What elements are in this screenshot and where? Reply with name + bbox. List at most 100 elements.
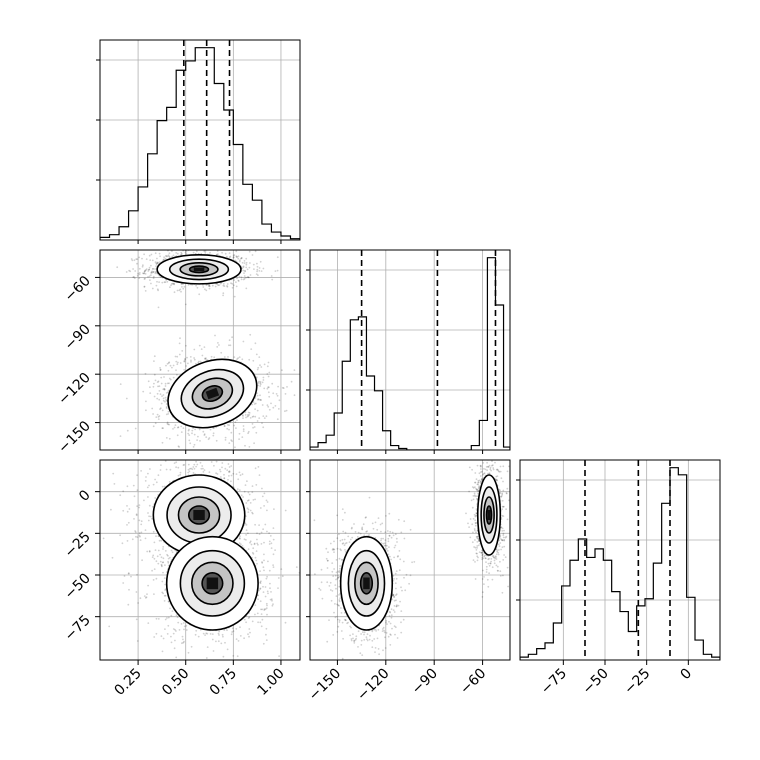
- scatter-point: [245, 257, 248, 260]
- scatter-point: [160, 564, 163, 567]
- scatter-point: [242, 278, 245, 281]
- scatter-point: [157, 618, 160, 620]
- scatter-point: [119, 494, 122, 497]
- scatter-point: [270, 547, 273, 549]
- scatter-point: [147, 472, 149, 475]
- scatter-point: [182, 641, 185, 644]
- scatter-point: [195, 284, 198, 287]
- scatter-point: [241, 473, 244, 476]
- scatter-point: [254, 342, 257, 345]
- scatter-point: [276, 256, 279, 259]
- scatter-point: [204, 288, 206, 291]
- scatter-point: [151, 517, 153, 520]
- scatter-point: [147, 512, 149, 514]
- scatter-point: [157, 289, 160, 292]
- pair-p0-p1-ytick-label: −120: [55, 370, 94, 409]
- scatter-point: [259, 385, 262, 387]
- scatter-point: [250, 348, 253, 350]
- pair-p0-p2-ytick-label: −50: [62, 571, 94, 603]
- scatter-point: [254, 604, 257, 606]
- scatter-point: [332, 634, 335, 636]
- scatter-point: [228, 471, 231, 473]
- scatter-point: [257, 669, 259, 671]
- scatter-point: [218, 634, 220, 636]
- scatter-point: [223, 356, 226, 358]
- scatter-point: [167, 423, 170, 426]
- scatter-point: [233, 356, 236, 358]
- scatter-point: [193, 348, 196, 351]
- scatter-point: [221, 466, 223, 469]
- scatter-point: [244, 411, 247, 414]
- scatter-point: [143, 285, 146, 288]
- scatter-point: [138, 256, 141, 259]
- scatter-point: [156, 288, 159, 291]
- scatter-point: [262, 528, 264, 531]
- scatter-point: [173, 647, 176, 650]
- scatter-point: [271, 278, 274, 281]
- scatter-point: [227, 356, 229, 358]
- scatter-point: [207, 285, 210, 287]
- scatter-point: [192, 446, 195, 448]
- scatter-point: [181, 286, 183, 288]
- scatter-point: [148, 484, 150, 487]
- scatter-point: [175, 461, 178, 464]
- scatter-point: [270, 402, 272, 405]
- scatter-point: [183, 628, 185, 631]
- scatter-point: [227, 471, 230, 473]
- scatter-point: [226, 424, 229, 426]
- scatter-point: [158, 539, 161, 542]
- scatter-point: [204, 250, 207, 253]
- scatter-point: [173, 282, 175, 285]
- scatter-point: [140, 523, 143, 526]
- scatter-point: [277, 408, 280, 410]
- scatter-point: [183, 360, 186, 363]
- scatter-point: [175, 630, 177, 632]
- scatter-point: [153, 568, 156, 570]
- scatter-point: [127, 572, 130, 575]
- scatter-point: [265, 577, 268, 580]
- scatter-point: [152, 275, 155, 278]
- scatter-point: [214, 285, 217, 288]
- scatter-point: [247, 415, 250, 417]
- scatter-point: [143, 278, 146, 280]
- scatter-point: [267, 386, 269, 389]
- scatter-point: [166, 280, 169, 283]
- scatter-point: [151, 287, 154, 290]
- scatter-point: [268, 386, 270, 389]
- scatter-point: [192, 466, 195, 468]
- scatter-point: [249, 540, 252, 543]
- density-peak: [193, 510, 205, 520]
- scatter-point: [256, 532, 258, 535]
- scatter-point: [220, 351, 223, 354]
- scatter-point: [269, 582, 271, 585]
- scatter-point: [192, 472, 195, 474]
- scatter-point: [212, 432, 215, 435]
- scatter-point: [149, 515, 152, 518]
- scatter-point: [222, 283, 225, 285]
- scatter-point: [135, 514, 138, 517]
- scatter-point: [235, 638, 238, 640]
- scatter-point: [148, 550, 151, 552]
- scatter-point: [224, 252, 227, 255]
- scatter-point: [256, 368, 259, 371]
- scatter-point: [147, 519, 150, 522]
- scatter-point: [154, 379, 157, 382]
- scatter-point: [260, 613, 263, 615]
- scatter-point: [261, 608, 264, 611]
- scatter-point: [156, 261, 159, 264]
- scatter-point: [160, 382, 163, 385]
- scatter-point: [187, 362, 189, 365]
- pair-p0-p2-xtick-label: 0.25: [112, 666, 145, 699]
- scatter-point: [175, 614, 178, 617]
- scatter-point: [235, 281, 237, 283]
- scatter-point: [218, 630, 221, 633]
- scatter-point: [213, 464, 215, 467]
- scatter-point: [165, 364, 167, 367]
- scatter-point: [239, 535, 241, 538]
- scatter-point: [150, 271, 153, 274]
- scatter-point: [256, 562, 258, 565]
- scatter-point: [265, 607, 268, 609]
- scatter-point: [210, 355, 213, 358]
- scatter-point: [200, 467, 203, 470]
- scatter-point: [162, 561, 165, 564]
